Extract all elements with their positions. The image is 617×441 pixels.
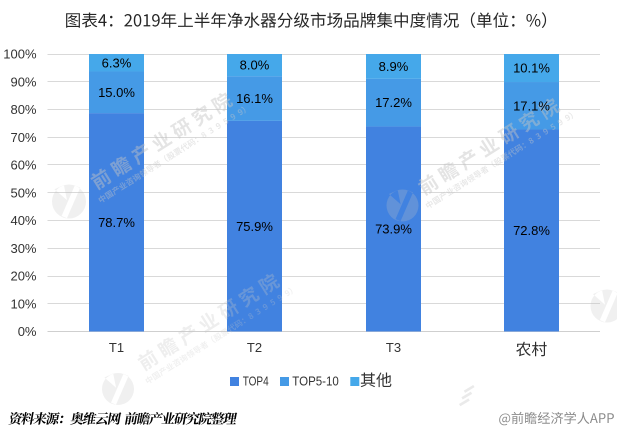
svg-text:80%: 80% bbox=[10, 102, 36, 117]
svg-text:40%: 40% bbox=[10, 213, 36, 228]
svg-text:70%: 70% bbox=[10, 130, 36, 145]
svg-text:T1: T1 bbox=[109, 340, 124, 355]
svg-text:TOP4: TOP4 bbox=[243, 375, 269, 389]
svg-text:T2: T2 bbox=[247, 340, 262, 355]
svg-text:20%: 20% bbox=[10, 269, 36, 284]
svg-text:50%: 50% bbox=[10, 185, 36, 200]
svg-text:6.3%: 6.3% bbox=[102, 55, 132, 70]
svg-text:75.9%: 75.9% bbox=[236, 219, 273, 234]
svg-text:10.1%: 10.1% bbox=[513, 61, 550, 76]
svg-text:78.7%: 78.7% bbox=[98, 215, 135, 230]
svg-text:90%: 90% bbox=[10, 74, 36, 89]
svg-text:17.1%: 17.1% bbox=[513, 98, 550, 113]
svg-text:T3: T3 bbox=[386, 340, 401, 355]
svg-text:60%: 60% bbox=[10, 158, 36, 173]
svg-text:0%: 0% bbox=[18, 324, 37, 339]
svg-text:16.1%: 16.1% bbox=[236, 91, 273, 106]
svg-text:10%: 10% bbox=[10, 296, 36, 311]
svg-text:30%: 30% bbox=[10, 241, 36, 256]
svg-text:15.0%: 15.0% bbox=[98, 85, 135, 100]
svg-text:8.0%: 8.0% bbox=[240, 58, 270, 73]
svg-text:72.8%: 72.8% bbox=[513, 223, 550, 238]
svg-text:73.9%: 73.9% bbox=[375, 222, 412, 237]
svg-text:100%: 100% bbox=[3, 47, 37, 62]
svg-text:8.9%: 8.9% bbox=[379, 59, 409, 74]
svg-text:17.2%: 17.2% bbox=[375, 95, 412, 110]
svg-text:TOP5-10: TOP5-10 bbox=[292, 375, 339, 389]
